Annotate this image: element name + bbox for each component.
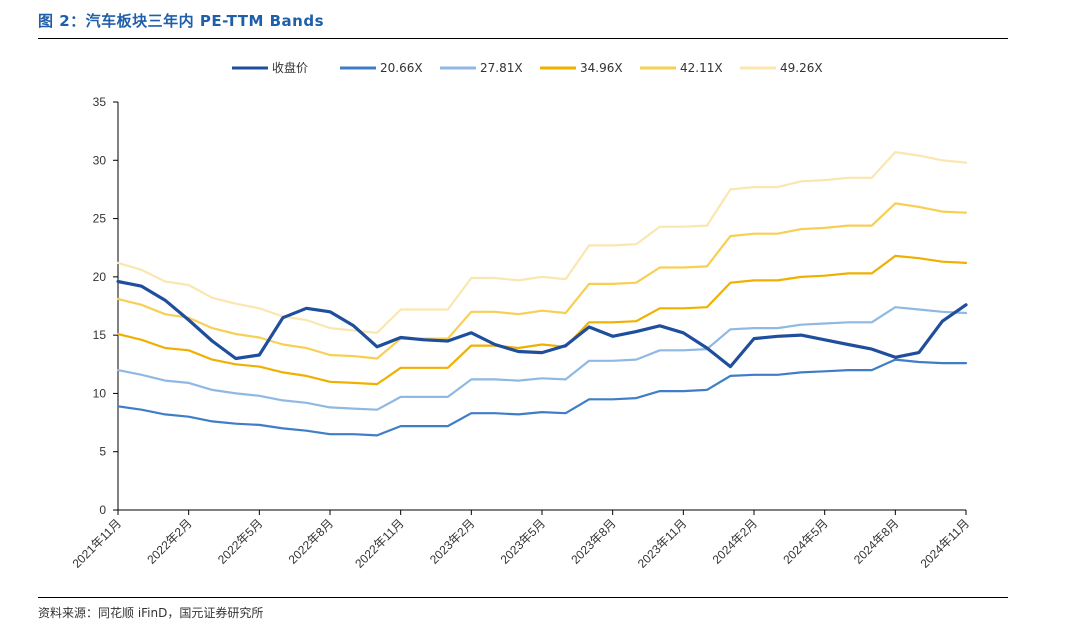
pe-band-chart: 收盘价 20.66X 27.81X 34.96X 42.11X 49.26X 0 5 10 15… [70, 60, 973, 571]
x-tick-label: 2022年8月 [286, 516, 336, 566]
x-tick-label: 2023年2月 [427, 516, 477, 566]
x-tick-label: 2023年8月 [568, 516, 618, 566]
series-line [116, 279, 968, 369]
x-tick-label: 2024年8月 [851, 516, 901, 566]
x-tick-label: 2024年5月 [780, 516, 830, 566]
y-tick-label: 5 [99, 445, 106, 459]
chart-series [116, 151, 968, 437]
x-tick-label: 2023年11月 [635, 516, 690, 571]
series-line [116, 306, 968, 411]
top-rule [38, 38, 1008, 39]
x-tick-label: 2022年5月 [215, 516, 265, 566]
x-tick-label: 2024年11月 [918, 516, 973, 571]
legend-label: 49.26X [780, 61, 823, 75]
figure-title: 图 2：汽车板块三年内 PE-TTM Bands [38, 12, 324, 30]
x-tick-label: 2021年11月 [70, 516, 125, 571]
series-line [116, 358, 968, 437]
series-line [116, 151, 968, 334]
bottom-rule [38, 597, 1008, 598]
legend-label: 27.81X [480, 61, 523, 75]
legend-label: 20.66X [380, 61, 423, 75]
y-tick-label: 25 [93, 212, 107, 226]
x-tick-label: 2022年11月 [352, 516, 407, 571]
y-tick-label: 0 [99, 503, 106, 517]
legend-label: 34.96X [580, 61, 623, 75]
y-tick-label: 15 [93, 328, 107, 342]
source-note: 资料来源：同花顺 iFinD，国元证券研究所 [38, 606, 264, 620]
x-tick-label: 2023年5月 [498, 516, 548, 566]
y-tick-label: 35 [93, 95, 107, 109]
x-tick-label: 2024年2月 [710, 516, 760, 566]
y-tick-label: 20 [93, 270, 107, 284]
legend-label: 42.11X [680, 61, 723, 75]
x-tick-label: 2022年2月 [144, 516, 194, 566]
series-line [116, 254, 968, 386]
y-tick-label: 10 [93, 386, 107, 400]
legend-label: 收盘价 [272, 60, 308, 75]
y-tick-label: 30 [93, 153, 107, 167]
series-line [116, 202, 968, 360]
chart-legend: 收盘价 20.66X 27.81X 34.96X 42.11X 49.26X [232, 60, 823, 75]
